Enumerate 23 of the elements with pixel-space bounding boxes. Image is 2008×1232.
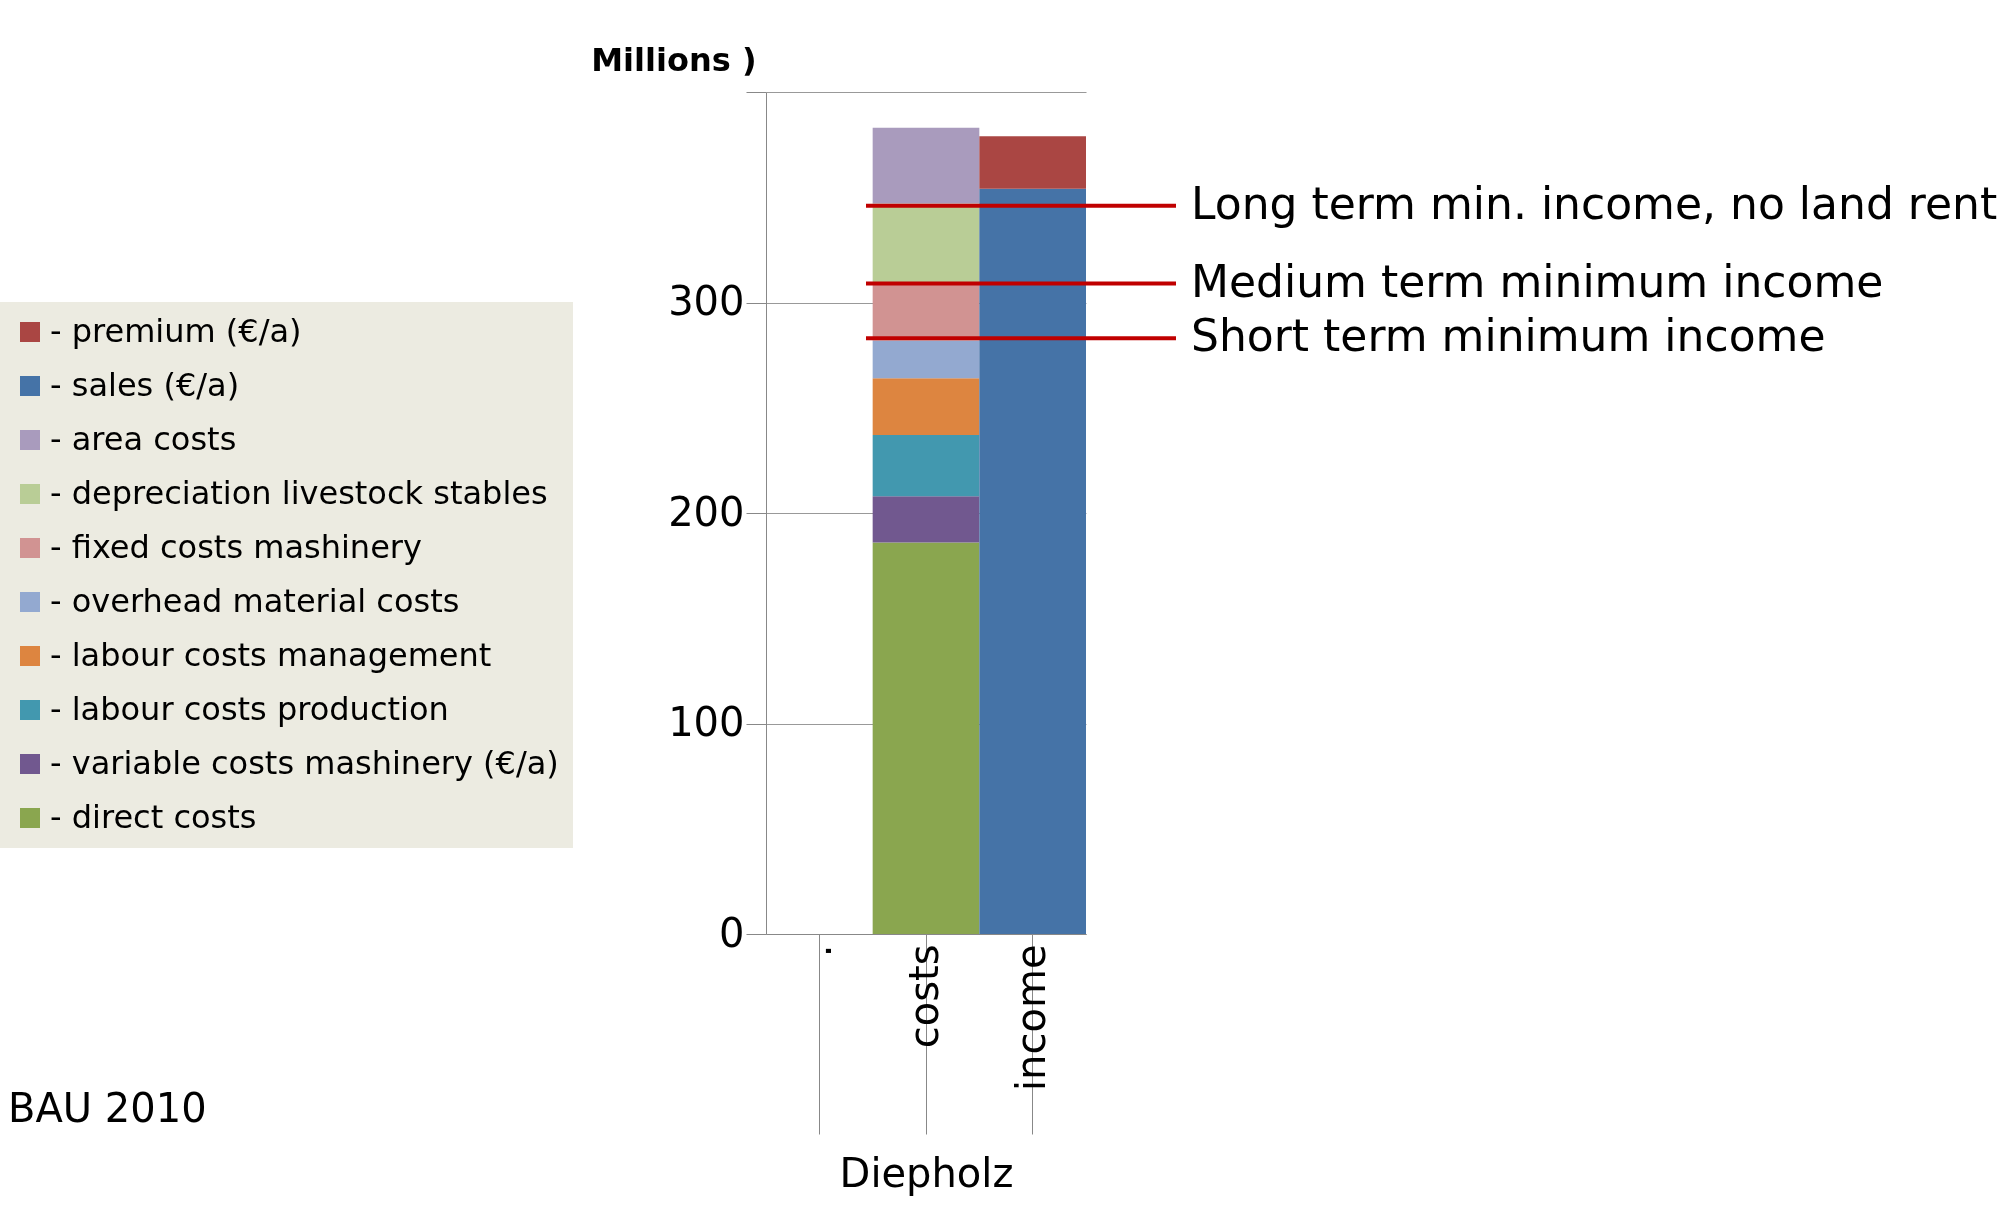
legend-label: - area costs <box>50 420 237 458</box>
x-axis-title: Diepholz <box>839 1149 1014 1196</box>
y-axis-title: Millions ) <box>591 40 757 79</box>
legend-label: - labour costs management <box>50 636 492 674</box>
x-tick-label: costs <box>901 944 947 1049</box>
y-tick-label: 100 <box>668 699 745 745</box>
ref-line-label: Medium term minimum income <box>1191 255 1884 307</box>
text: BAU 2010 <box>8 1085 207 1131</box>
y-tick-label: 0 <box>719 909 745 956</box>
legend-label: - depreciation livestock stables <box>50 474 548 512</box>
y-tick-label: 200 <box>668 488 745 535</box>
legend-label: - sales (€/a) <box>50 366 240 404</box>
x-tick-label: . <box>794 944 841 958</box>
ref-line-label: Long term min. income, no land rent <box>1191 177 1998 229</box>
x-tick-label: income <box>1007 944 1054 1092</box>
legend-label: - labour costs production <box>50 690 449 728</box>
legend-label: - fixed costs mashinery <box>50 528 422 566</box>
legend-label: - premium (€/a) <box>50 312 302 350</box>
ref-line-label: Short term minimum income <box>1191 310 1826 362</box>
legend-label: - variable costs mashinery (€/a) <box>50 744 559 782</box>
y-tick-label: 300 <box>668 278 745 324</box>
legend-label: - overhead material costs <box>50 582 460 620</box>
legend-label: - direct costs <box>50 798 257 836</box>
